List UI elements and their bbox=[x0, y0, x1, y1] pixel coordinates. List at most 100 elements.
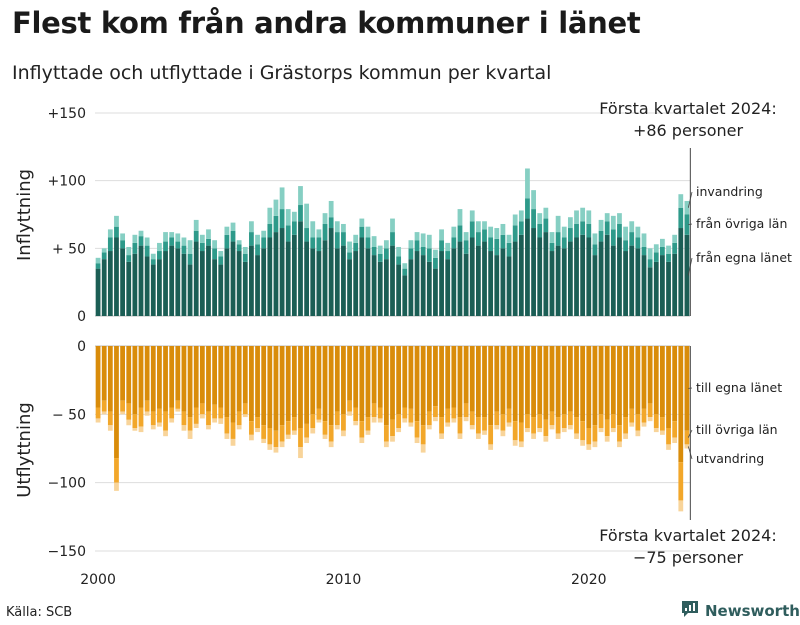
bar-outflow-2014-Q1 bbox=[439, 433, 444, 439]
chart-title: Flest kom från andra kommuner i länet bbox=[12, 6, 641, 40]
bar-inflow-2011-Q2 bbox=[371, 236, 377, 247]
bar-outflow-2014-Q4 bbox=[457, 346, 463, 418]
bar-outflow-2002-Q4 bbox=[163, 346, 168, 412]
bar-inflow-2010-Q3 bbox=[353, 242, 359, 252]
bar-inflow-2007-Q1 bbox=[267, 207, 273, 224]
bar-inflow-2003-Q3 bbox=[181, 237, 187, 246]
bar-inflow-2007-Q3 bbox=[279, 209, 285, 229]
bar-inflow-2010-Q1 bbox=[341, 223, 346, 233]
bar-inflow-2024-Q1 bbox=[684, 200, 690, 215]
bar-inflow-2017-Q2 bbox=[518, 221, 524, 235]
bar-inflow-2023-Q4 bbox=[678, 194, 684, 208]
bar-outflow-2001-Q4 bbox=[138, 346, 144, 408]
bar-inflow-2009-Q4 bbox=[334, 232, 340, 249]
bar-outflow-2003-Q1 bbox=[169, 346, 175, 408]
bar-inflow-2011-Q2 bbox=[371, 246, 377, 256]
bar-outflow-2011-Q3 bbox=[377, 418, 383, 423]
bar-inflow-2012-Q1 bbox=[390, 245, 395, 316]
bar-outflow-2010-Q4 bbox=[359, 437, 365, 444]
bar-outflow-2016-Q3 bbox=[500, 414, 506, 431]
axis-labels: Inflyttning Utflyttning bbox=[14, 169, 35, 498]
bar-outflow-2014-Q3 bbox=[451, 346, 457, 408]
bar-outflow-2010-Q1 bbox=[341, 430, 346, 437]
bar-outflow-2016-Q4 bbox=[506, 346, 512, 409]
bar-outflow-2002-Q1 bbox=[144, 346, 150, 401]
bar-inflow-2009-Q1 bbox=[316, 251, 322, 316]
brand[interactable]: Newsworthy bbox=[680, 600, 800, 622]
bar-inflow-2013-Q3 bbox=[426, 234, 432, 249]
bar-inflow-2016-Q3 bbox=[500, 234, 506, 249]
bar-inflow-2021-Q2 bbox=[617, 213, 622, 224]
bar-inflow-2000-Q4 bbox=[114, 215, 119, 227]
bar-outflow-2013-Q4 bbox=[433, 406, 438, 418]
bar-inflow-2013-Q1 bbox=[414, 240, 420, 252]
bar-outflow-2022-Q3 bbox=[647, 417, 653, 422]
bar-outflow-2009-Q4 bbox=[334, 425, 340, 430]
bar-outflow-2015-Q3 bbox=[475, 433, 481, 439]
bar-inflow-2024-Q1 bbox=[684, 214, 690, 235]
bar-outflow-2003-Q1 bbox=[169, 407, 175, 419]
bar-inflow-2022-Q4 bbox=[653, 261, 659, 316]
bar-outflow-2018-Q3 bbox=[549, 346, 555, 412]
bar-outflow-2008-Q3 bbox=[304, 346, 310, 424]
bar-outflow-2013-Q3 bbox=[426, 346, 432, 412]
bar-outflow-2024-Q1 bbox=[684, 444, 690, 449]
bar-outflow-2000-Q4 bbox=[114, 346, 119, 459]
bar-outflow-2006-Q2 bbox=[249, 434, 254, 441]
bar-inflow-2006-Q3 bbox=[255, 234, 260, 245]
bar-outflow-2001-Q3 bbox=[132, 428, 138, 431]
bar-outflow-2001-Q3 bbox=[132, 346, 138, 415]
bar-inflow-2011-Q1 bbox=[365, 226, 371, 238]
bar-outflow-2016-Q1 bbox=[488, 346, 494, 426]
bar-inflow-2022-Q2 bbox=[641, 246, 647, 256]
bar-outflow-2001-Q4 bbox=[138, 426, 144, 433]
bar-inflow-2001-Q2 bbox=[126, 246, 132, 256]
bar-outflow-2014-Q1 bbox=[439, 346, 444, 418]
bar-inflow-2005-Q3 bbox=[230, 230, 236, 242]
bar-inflow-2005-Q4 bbox=[236, 251, 242, 316]
bar-inflow-2001-Q4 bbox=[138, 230, 144, 237]
bar-outflow-2015-Q4 bbox=[482, 346, 487, 418]
bar-inflow-2004-Q3 bbox=[206, 229, 211, 239]
bar-outflow-2023-Q1 bbox=[660, 417, 665, 431]
bar-inflow-2007-Q2 bbox=[273, 199, 279, 216]
bar-inflow-2020-Q1 bbox=[586, 210, 592, 224]
bar-outflow-2014-Q3 bbox=[451, 418, 457, 423]
bar-outflow-2003-Q3 bbox=[181, 346, 187, 412]
bar-outflow-2023-Q2 bbox=[666, 444, 671, 450]
y-tick-label: − 50 bbox=[52, 407, 86, 423]
bar-inflow-2005-Q3 bbox=[230, 241, 236, 316]
bar-inflow-2018-Q2 bbox=[543, 218, 549, 233]
bar-outflow-2011-Q3 bbox=[377, 346, 383, 408]
gridlines bbox=[95, 112, 690, 552]
bar-outflow-2019-Q1 bbox=[561, 428, 567, 433]
bar-inflow-2019-Q4 bbox=[580, 207, 586, 222]
bar-outflow-2012-Q1 bbox=[390, 346, 395, 420]
bar-outflow-2010-Q3 bbox=[353, 421, 359, 426]
bar-inflow-2021-Q4 bbox=[629, 221, 635, 233]
series-label-inflow: från egna länet bbox=[696, 250, 792, 265]
bar-inflow-2004-Q3 bbox=[206, 238, 211, 246]
bar-inflow-2014-Q4 bbox=[457, 225, 463, 242]
bar-outflow-2001-Q2 bbox=[126, 403, 132, 420]
bar-inflow-2008-Q1 bbox=[291, 211, 297, 222]
bar-outflow-2003-Q3 bbox=[181, 411, 187, 426]
bar-outflow-2005-Q1 bbox=[218, 418, 224, 424]
bar-inflow-2004-Q2 bbox=[199, 251, 205, 316]
bar-outflow-2010-Q2 bbox=[347, 346, 352, 401]
bar-inflow-2005-Q1 bbox=[218, 251, 224, 257]
bar-outflow-2006-Q2 bbox=[249, 421, 254, 435]
bar-outflow-2004-Q4 bbox=[212, 418, 218, 423]
bar-inflow-2022-Q1 bbox=[635, 226, 641, 238]
bar-outflow-2002-Q3 bbox=[157, 422, 162, 427]
bar-inflow-2022-Q1 bbox=[635, 237, 641, 249]
bar-inflow-2008-Q2 bbox=[298, 186, 303, 206]
bar-inflow-2007-Q2 bbox=[273, 232, 279, 316]
bar-inflow-2015-Q4 bbox=[482, 221, 487, 230]
bar-outflow-2003-Q4 bbox=[187, 417, 193, 431]
annotation-inflow-line2: +86 personer bbox=[633, 121, 744, 140]
bar-outflow-2019-Q2 bbox=[567, 425, 573, 430]
bar-inflow-2013-Q2 bbox=[420, 233, 426, 247]
bar-inflow-2015-Q2 bbox=[469, 210, 475, 222]
